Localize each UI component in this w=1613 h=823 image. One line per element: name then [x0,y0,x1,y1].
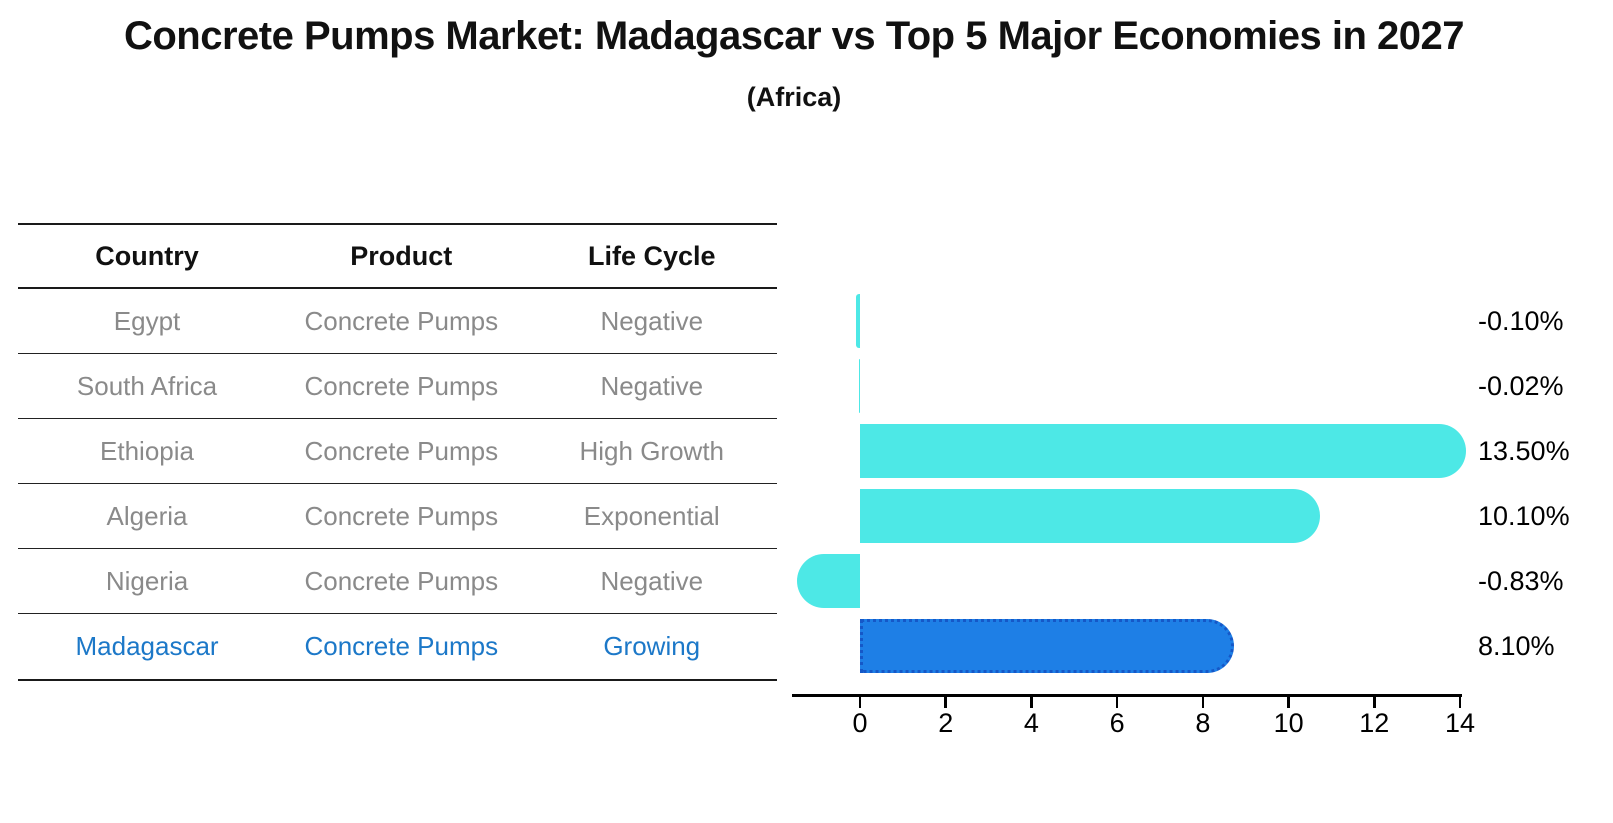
x-axis-tick [1287,696,1290,708]
table-row-south-africa: South Africa Concrete Pumps Negative [18,354,777,419]
x-axis-tick-label: 12 [1359,708,1390,738]
x-axis-line [792,694,1462,697]
cell-product: Concrete Pumps [304,500,499,531]
x-axis-tick [1115,696,1119,708]
cell-life-cycle: Exponential [583,500,720,531]
cell-life-cycle: High Growth [579,435,725,466]
table-row-nigeria: Nigeria Concrete Pumps Negative [18,549,777,614]
table-header-country: Country [95,240,199,271]
value-label-algeria: 10.10% [1478,501,1570,531]
cell-country: Nigeria [105,565,189,596]
value-label-ethiopia: 13.50% [1478,436,1570,466]
value-label-egypt: -0.10% [1478,306,1564,336]
chart-subtitle: (Africa) [746,82,842,112]
cell-country: Madagascar [75,631,219,661]
value-label-nigeria: -0.83% [1478,566,1564,596]
x-axis-tick-label: 4 [1023,708,1039,738]
cell-country: South Africa [76,370,218,401]
x-axis-tick-label: 0 [852,708,868,738]
x-axis-tick-label: 6 [1109,708,1125,738]
table-row-algeria: Algeria Concrete Pumps Exponential [18,484,777,549]
x-axis-tick [1201,696,1205,708]
cell-product: Concrete Pumps [304,631,499,661]
cell-product: Concrete Pumps [304,370,499,401]
table-header-life-cycle: Life Cycle [587,240,716,271]
table-row-ethiopia: Ethiopia Concrete Pumps High Growth [18,419,777,484]
bar-south-africa [858,359,860,413]
table-header-row: Country Product Life Cycle [18,225,777,289]
value-label-south-africa: -0.02% [1478,371,1564,401]
bar-algeria [860,489,1320,543]
cell-life-cycle: Growing [603,631,701,661]
table-row-madagascar: Madagascar Concrete Pumps Growing [18,614,777,679]
bar-ethiopia [860,424,1466,478]
bar-nigeria [797,554,860,608]
cell-country: Algeria [106,500,188,531]
cell-life-cycle: Negative [600,305,704,336]
table-row-egypt: Egypt Concrete Pumps Negative [18,289,777,354]
cell-country: Egypt [113,305,181,336]
chart-title: Concrete Pumps Market: Madagascar vs Top… [123,14,1465,58]
bar-madagascar [860,619,1235,673]
cell-product: Concrete Pumps [304,305,499,336]
x-axis-tick-label: 2 [938,708,954,738]
value-label-madagascar: 8.10% [1478,631,1555,661]
x-axis-tick-label: 14 [1445,708,1476,738]
table-header-product: Product [350,240,453,271]
comparison-table: Country Product Life Cycle Egypt Concrete… [18,223,777,681]
x-axis-tick [1030,696,1033,708]
cell-product: Concrete Pumps [304,435,499,466]
cell-life-cycle: Negative [600,565,704,596]
x-axis-tick [1458,696,1462,708]
cell-life-cycle: Negative [600,370,704,401]
x-axis-tick-label: 8 [1195,708,1211,738]
bar-egypt [855,294,860,348]
x-axis-tick [944,696,947,708]
cell-product: Concrete Pumps [304,565,499,596]
x-axis-tick-label: 10 [1273,708,1304,738]
x-axis-tick [858,696,862,708]
cell-country: Ethiopia [100,435,194,466]
x-axis-tick [1373,696,1376,708]
